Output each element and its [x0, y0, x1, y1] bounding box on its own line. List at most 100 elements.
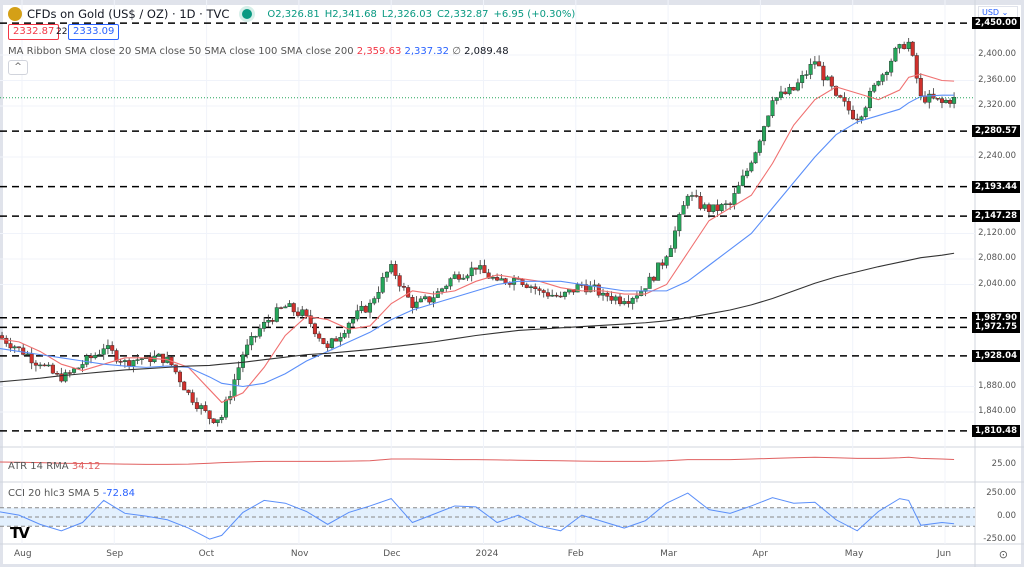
candle — [795, 82, 800, 91]
candle — [431, 297, 436, 303]
candle — [630, 298, 635, 304]
candle — [757, 140, 762, 153]
candle — [495, 277, 500, 281]
time-axis-label: May — [844, 549, 864, 559]
price-axis-label: 2,400.00 — [978, 49, 1016, 59]
price-level-tag: 1,972.75 — [972, 321, 1020, 334]
candle — [613, 296, 618, 301]
candle — [490, 277, 495, 279]
candle — [186, 389, 191, 393]
candle — [914, 55, 919, 79]
buy-price-button[interactable]: 2333.09 — [68, 24, 120, 40]
atr-axis-label: 25.00 — [991, 459, 1016, 469]
candle — [728, 203, 733, 205]
price-axis-label: 2,360.00 — [978, 74, 1016, 85]
candle — [72, 368, 77, 373]
cci-legend[interactable]: CCI 20 hlc3 SMA 5 -72.84 — [8, 488, 135, 499]
candle — [465, 275, 470, 279]
candle — [537, 288, 542, 291]
candle — [199, 405, 204, 409]
candle — [660, 262, 665, 266]
candle — [135, 359, 140, 361]
collapse-legend-button[interactable]: ^ — [8, 60, 28, 75]
candle — [601, 292, 606, 296]
candle — [545, 292, 550, 297]
candle — [668, 248, 673, 257]
candle — [63, 372, 68, 382]
candle — [808, 64, 813, 75]
candle — [690, 195, 695, 197]
candle — [893, 47, 898, 62]
candle — [240, 354, 245, 368]
price-level-tag: 2,280.57 — [972, 125, 1020, 138]
price-level-tag: 1,987.90 — [972, 311, 1020, 324]
candle — [605, 292, 610, 297]
candle — [461, 277, 466, 280]
candle — [88, 355, 93, 359]
cci-line — [0, 492, 955, 540]
ma-ribbon-legend[interactable]: MA Ribbon SMA close 20 SMA close 50 SMA … — [8, 46, 509, 57]
spread-value: 22 — [56, 27, 68, 37]
symbol-legend[interactable]: CFDs on Gold (US$ / OZ) · 1D · TVC O2,32… — [8, 7, 575, 21]
candle — [520, 278, 525, 285]
candle — [329, 338, 334, 348]
candle — [478, 265, 483, 270]
candle — [59, 373, 64, 382]
candle — [46, 364, 51, 367]
candle — [859, 116, 864, 120]
price-level-tag: 1,810.48 — [972, 424, 1020, 437]
sma200-value: 2,089.48 — [464, 46, 509, 57]
candle — [622, 301, 627, 305]
candle — [414, 301, 419, 308]
candle — [50, 364, 55, 374]
candle — [110, 345, 115, 351]
candle — [876, 81, 881, 86]
candle — [283, 306, 288, 309]
candle — [236, 367, 241, 380]
price-axis-label: 2,240.00 — [978, 151, 1016, 161]
candle — [253, 335, 258, 338]
candle — [736, 185, 741, 194]
candle — [249, 336, 254, 346]
candle — [33, 362, 38, 366]
candle — [423, 296, 428, 300]
settings-gear-icon[interactable]: ⊙ — [998, 548, 1008, 561]
candle — [440, 288, 445, 292]
price-axis-label: 1,880.00 — [978, 380, 1016, 391]
time-axis-label: Sep — [106, 549, 124, 559]
candle — [401, 286, 406, 288]
candle — [456, 274, 461, 280]
candle — [863, 107, 868, 118]
sell-price-button[interactable]: 2332.87 — [8, 24, 60, 40]
candle — [127, 360, 132, 367]
candle — [787, 87, 792, 95]
candle — [906, 41, 911, 49]
candle — [219, 417, 224, 420]
candle — [719, 204, 724, 211]
gold-logo-icon — [8, 7, 22, 21]
candle — [829, 76, 834, 87]
candle — [482, 265, 487, 274]
candle — [114, 350, 119, 362]
candle — [715, 204, 720, 211]
price-level-tag: 2,450.00 — [972, 17, 1020, 30]
tradingview-logo[interactable]: TV — [10, 524, 30, 542]
candle — [880, 74, 885, 82]
atr-legend[interactable]: ATR 14 RMA 34.12 — [8, 461, 100, 472]
candle — [897, 44, 902, 49]
ohlc-low: L2,326.03 — [381, 8, 432, 20]
candle — [825, 76, 830, 81]
candle — [884, 71, 889, 75]
time-axis-label: Dec — [383, 549, 401, 559]
time-axis-label: Oct — [198, 549, 215, 559]
candle — [872, 84, 877, 92]
candle — [651, 276, 656, 281]
candle — [745, 170, 750, 177]
candle — [939, 98, 944, 103]
sma100-value: ∅ — [452, 46, 461, 57]
candle — [575, 284, 580, 293]
candle — [325, 343, 330, 348]
candle — [685, 195, 690, 206]
